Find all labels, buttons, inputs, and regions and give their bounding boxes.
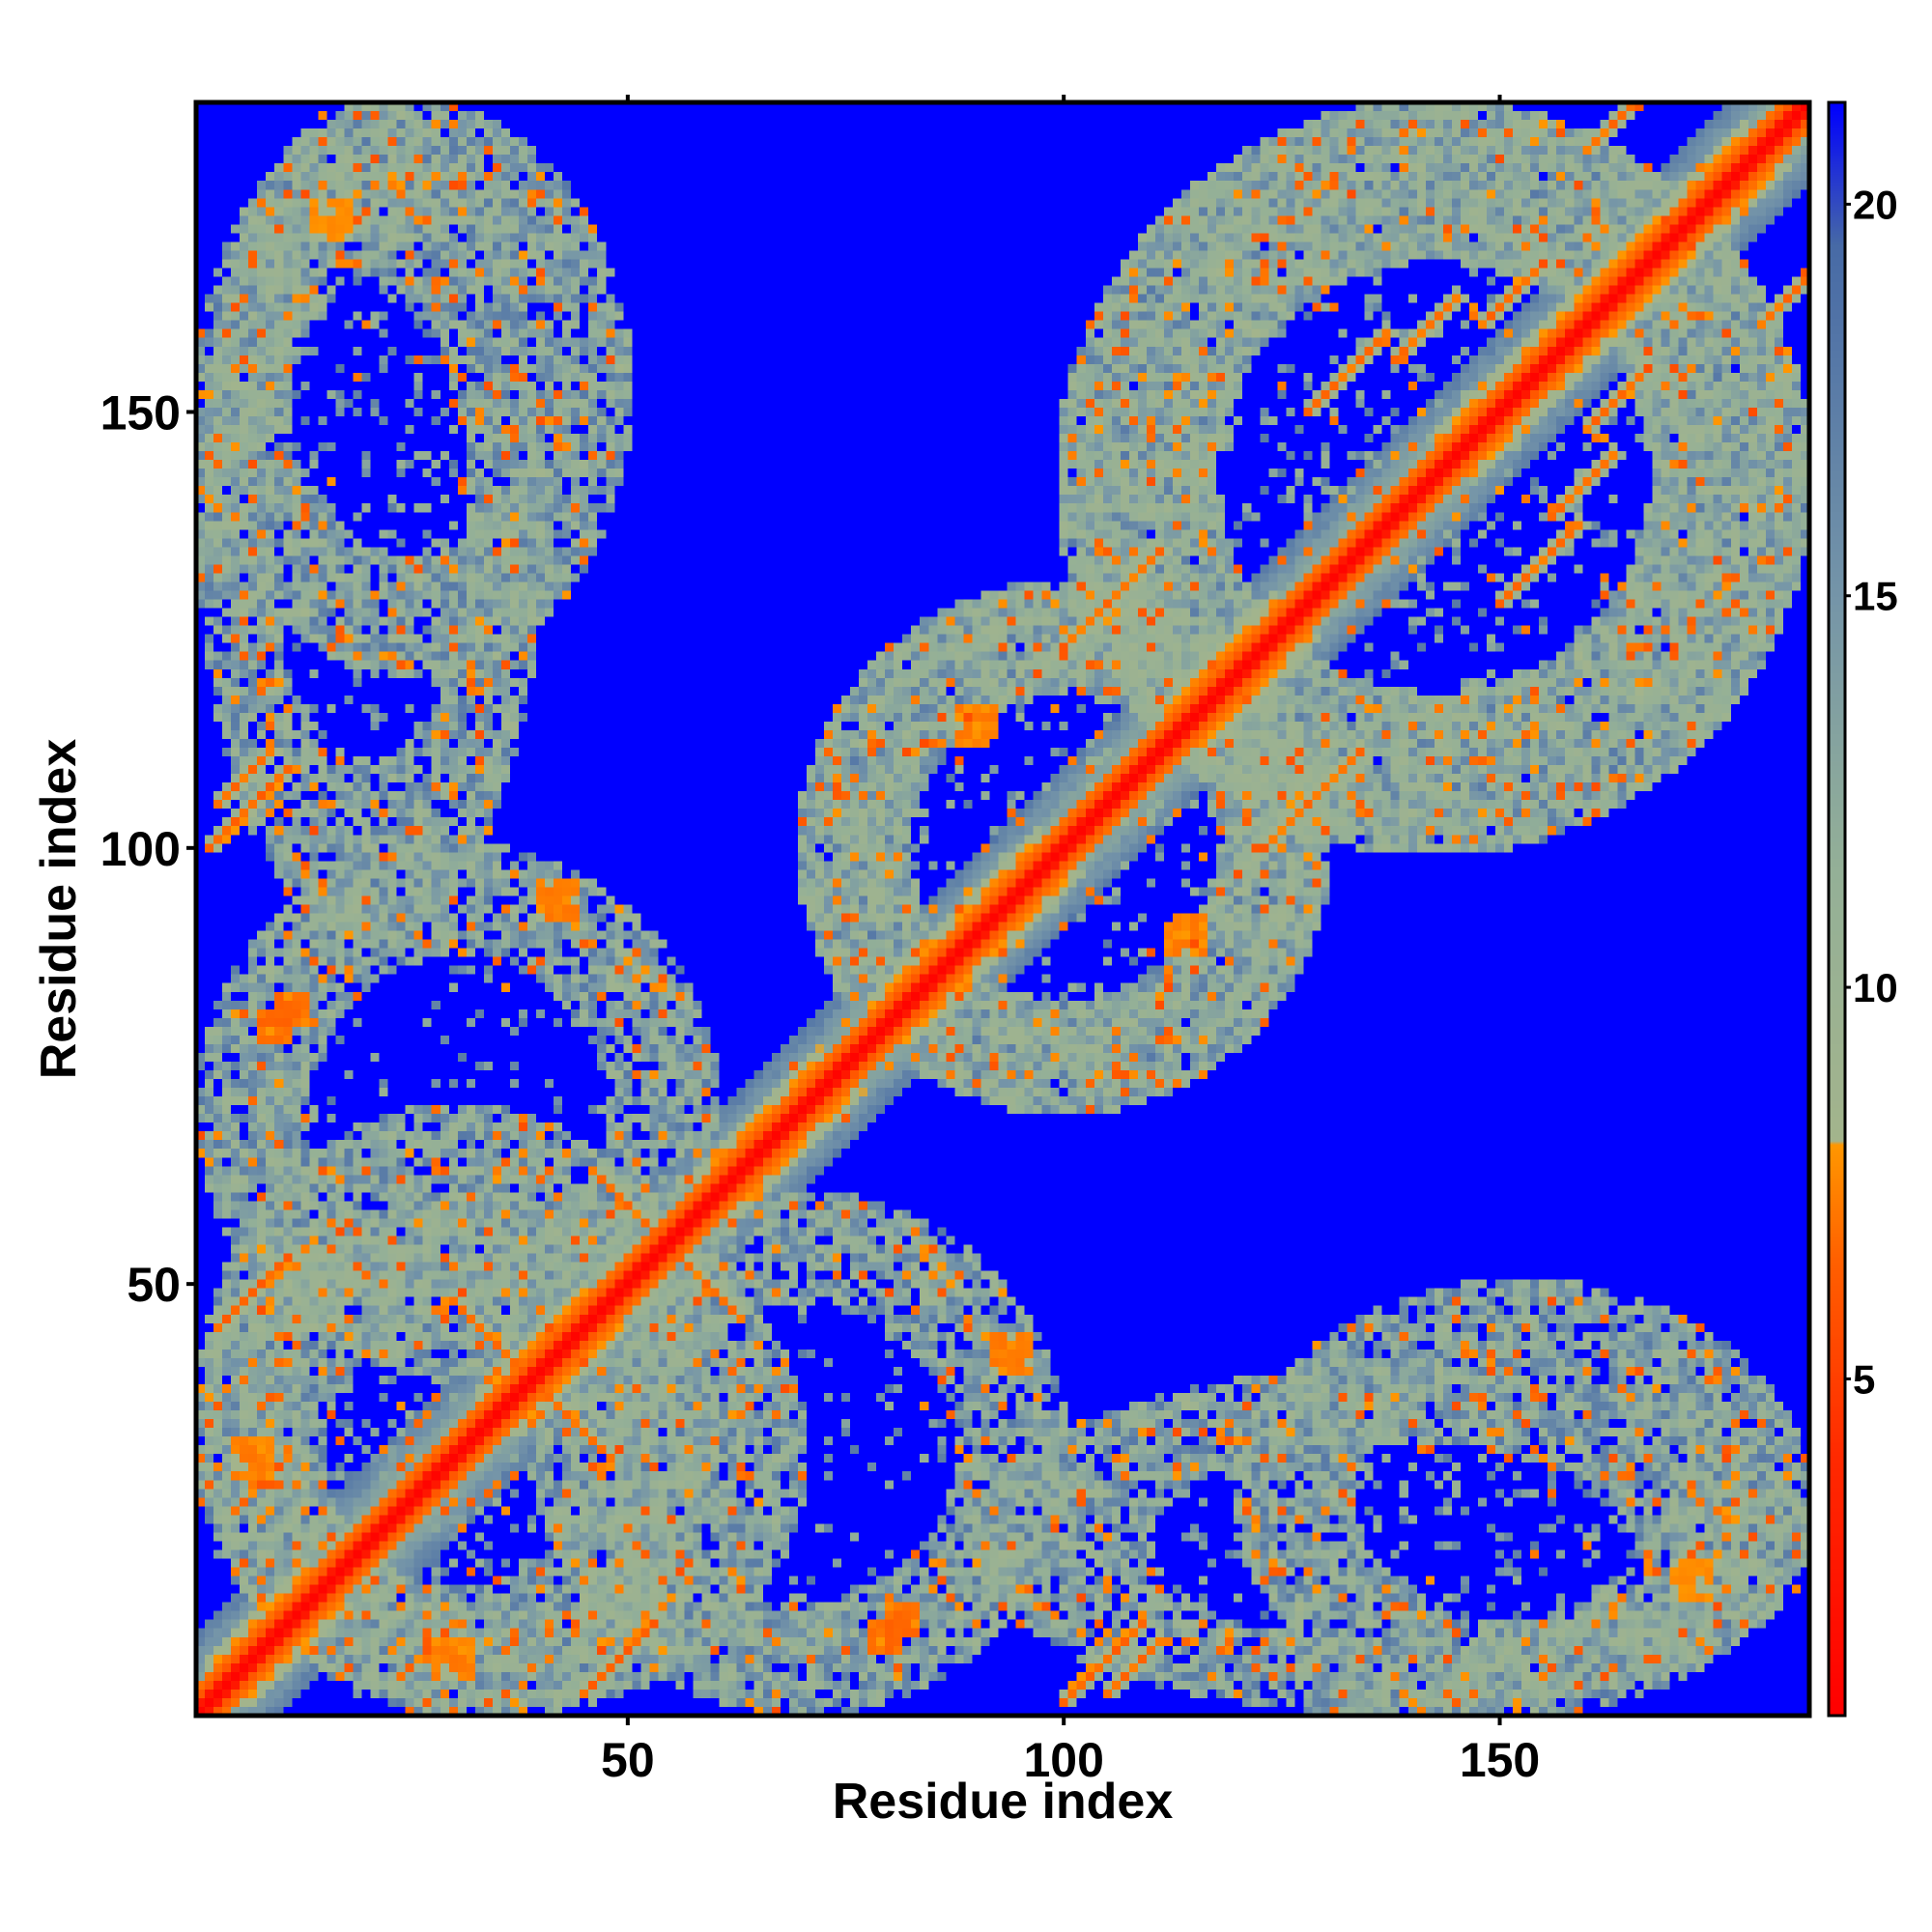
y-axis-ticks: 50 100 150 [100,385,196,1312]
colorbar-tick-label: 20 [1853,182,1898,227]
y-axis-title: Residue index [31,739,87,1080]
x-tick-label: 100 [1023,1733,1103,1787]
colorbar-ticks: 5 10 15 20 [1845,182,1898,1402]
heatmap-plot-area [196,102,1809,1716]
colorbar-frame [1827,100,1847,1718]
y-tick-label: 50 [127,1258,181,1312]
x-tick-label: 50 [601,1733,655,1787]
x-tick-label: 150 [1460,1733,1540,1787]
colorbar-gradient [1829,102,1845,1716]
x-axis-title: Residue index [833,1774,1174,1830]
y-tick-label: 150 [100,385,181,440]
x-axis-ticks: 50 100 150 [601,95,1540,1787]
colorbar-tick-label: 15 [1853,574,1898,619]
colorbar-tick-label: 10 [1853,965,1898,1010]
y-tick-label: 100 [100,822,181,876]
colorbar-tick-label: 5 [1853,1356,1875,1402]
plot-frame [193,99,1812,1719]
